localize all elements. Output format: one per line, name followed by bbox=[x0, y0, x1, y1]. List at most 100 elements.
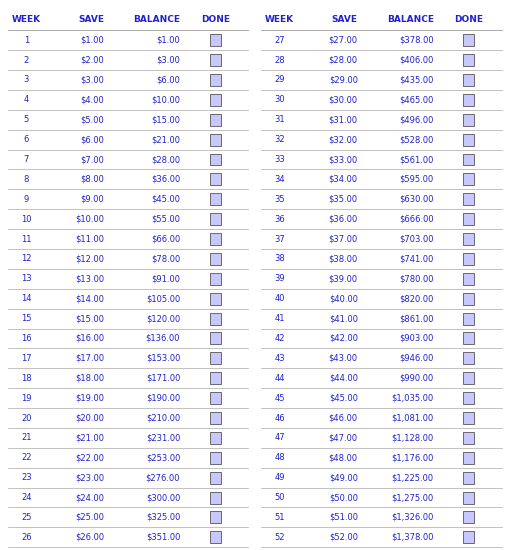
Text: 1: 1 bbox=[24, 36, 29, 45]
Text: $990.00: $990.00 bbox=[400, 374, 433, 383]
Text: $861.00: $861.00 bbox=[399, 314, 433, 323]
Text: $703.00: $703.00 bbox=[399, 234, 433, 244]
Text: $903.00: $903.00 bbox=[400, 334, 433, 343]
Text: $11.00: $11.00 bbox=[76, 234, 104, 244]
Text: $13.00: $13.00 bbox=[75, 274, 104, 283]
Text: 27: 27 bbox=[274, 36, 285, 45]
Text: $12.00: $12.00 bbox=[76, 255, 104, 263]
Text: $30.00: $30.00 bbox=[329, 95, 358, 104]
Text: $406.00: $406.00 bbox=[400, 56, 433, 64]
Text: $6.00: $6.00 bbox=[156, 75, 180, 85]
Text: 11: 11 bbox=[21, 234, 31, 244]
Text: $1,081.00: $1,081.00 bbox=[391, 414, 433, 422]
Text: 40: 40 bbox=[274, 294, 285, 303]
Text: $21.00: $21.00 bbox=[151, 135, 180, 144]
Text: 36: 36 bbox=[274, 214, 285, 224]
Text: 46: 46 bbox=[274, 414, 285, 422]
Text: 21: 21 bbox=[21, 433, 31, 442]
Text: $561.00: $561.00 bbox=[400, 155, 433, 164]
Text: $45.00: $45.00 bbox=[151, 195, 180, 204]
Text: $253.00: $253.00 bbox=[146, 453, 180, 462]
Text: $34.00: $34.00 bbox=[329, 175, 358, 184]
FancyBboxPatch shape bbox=[210, 293, 221, 305]
FancyBboxPatch shape bbox=[210, 512, 221, 524]
Text: 13: 13 bbox=[21, 274, 31, 283]
Text: $44.00: $44.00 bbox=[329, 374, 358, 383]
Text: 14: 14 bbox=[21, 294, 31, 303]
Text: $300.00: $300.00 bbox=[146, 493, 180, 502]
FancyBboxPatch shape bbox=[463, 114, 475, 126]
Text: $25.00: $25.00 bbox=[76, 513, 104, 522]
Text: WEEK: WEEK bbox=[12, 15, 41, 24]
Text: $20.00: $20.00 bbox=[76, 414, 104, 422]
Text: 20: 20 bbox=[21, 414, 31, 422]
Text: $78.00: $78.00 bbox=[151, 255, 180, 263]
Text: $28.00: $28.00 bbox=[151, 155, 180, 164]
Text: 47: 47 bbox=[274, 433, 285, 442]
Text: 45: 45 bbox=[274, 394, 285, 403]
FancyBboxPatch shape bbox=[210, 54, 221, 66]
FancyBboxPatch shape bbox=[463, 353, 475, 364]
Text: $946.00: $946.00 bbox=[400, 354, 433, 363]
Text: 8: 8 bbox=[24, 175, 29, 184]
Text: $91.00: $91.00 bbox=[151, 274, 180, 283]
FancyBboxPatch shape bbox=[463, 134, 475, 146]
Text: $210.00: $210.00 bbox=[146, 414, 180, 422]
Text: $49.00: $49.00 bbox=[329, 473, 358, 482]
Text: $35.00: $35.00 bbox=[329, 195, 358, 204]
Text: 5: 5 bbox=[24, 116, 29, 124]
FancyBboxPatch shape bbox=[463, 233, 475, 245]
Text: 50: 50 bbox=[274, 493, 285, 502]
Text: 6: 6 bbox=[24, 135, 29, 144]
FancyBboxPatch shape bbox=[463, 193, 475, 205]
Text: $48.00: $48.00 bbox=[329, 453, 358, 462]
Text: 28: 28 bbox=[274, 56, 285, 64]
FancyBboxPatch shape bbox=[463, 94, 475, 106]
FancyBboxPatch shape bbox=[463, 333, 475, 344]
Text: $31.00: $31.00 bbox=[329, 116, 358, 124]
Text: 22: 22 bbox=[21, 453, 31, 462]
Text: $780.00: $780.00 bbox=[399, 274, 433, 283]
FancyBboxPatch shape bbox=[210, 94, 221, 106]
Text: $52.00: $52.00 bbox=[329, 533, 358, 542]
Text: $28.00: $28.00 bbox=[329, 56, 358, 64]
Text: $29.00: $29.00 bbox=[329, 75, 358, 85]
Text: 7: 7 bbox=[24, 155, 29, 164]
Text: $50.00: $50.00 bbox=[329, 493, 358, 502]
Text: $1.00: $1.00 bbox=[157, 36, 180, 45]
Text: 18: 18 bbox=[21, 374, 31, 383]
Text: $36.00: $36.00 bbox=[329, 214, 358, 224]
FancyBboxPatch shape bbox=[210, 134, 221, 146]
FancyBboxPatch shape bbox=[210, 392, 221, 404]
Text: $10.00: $10.00 bbox=[76, 214, 104, 224]
Text: $15.00: $15.00 bbox=[151, 116, 180, 124]
Text: WEEK: WEEK bbox=[265, 15, 295, 24]
Text: 30: 30 bbox=[274, 95, 285, 104]
Text: BALANCE: BALANCE bbox=[133, 15, 180, 24]
Text: 17: 17 bbox=[21, 354, 31, 363]
FancyBboxPatch shape bbox=[210, 531, 221, 543]
Text: $8.00: $8.00 bbox=[81, 175, 104, 184]
FancyBboxPatch shape bbox=[210, 412, 221, 424]
Text: $1.00: $1.00 bbox=[81, 36, 104, 45]
Text: $32.00: $32.00 bbox=[329, 135, 358, 144]
Text: $153.00: $153.00 bbox=[146, 354, 180, 363]
Text: 37: 37 bbox=[274, 234, 285, 244]
FancyBboxPatch shape bbox=[210, 193, 221, 205]
FancyBboxPatch shape bbox=[463, 153, 475, 166]
Text: 3: 3 bbox=[24, 75, 29, 85]
FancyBboxPatch shape bbox=[463, 531, 475, 543]
Text: 38: 38 bbox=[274, 255, 285, 263]
Text: $47.00: $47.00 bbox=[329, 433, 358, 442]
Text: $46.00: $46.00 bbox=[329, 414, 358, 422]
Text: $22.00: $22.00 bbox=[76, 453, 104, 462]
Text: DONE: DONE bbox=[201, 15, 230, 24]
Text: 31: 31 bbox=[274, 116, 285, 124]
Text: $190.00: $190.00 bbox=[146, 394, 180, 403]
Text: $6.00: $6.00 bbox=[81, 135, 104, 144]
Text: 51: 51 bbox=[274, 513, 285, 522]
Text: $741.00: $741.00 bbox=[400, 255, 433, 263]
Text: $41.00: $41.00 bbox=[329, 314, 358, 323]
Text: $40.00: $40.00 bbox=[329, 294, 358, 303]
Text: $351.00: $351.00 bbox=[146, 533, 180, 542]
